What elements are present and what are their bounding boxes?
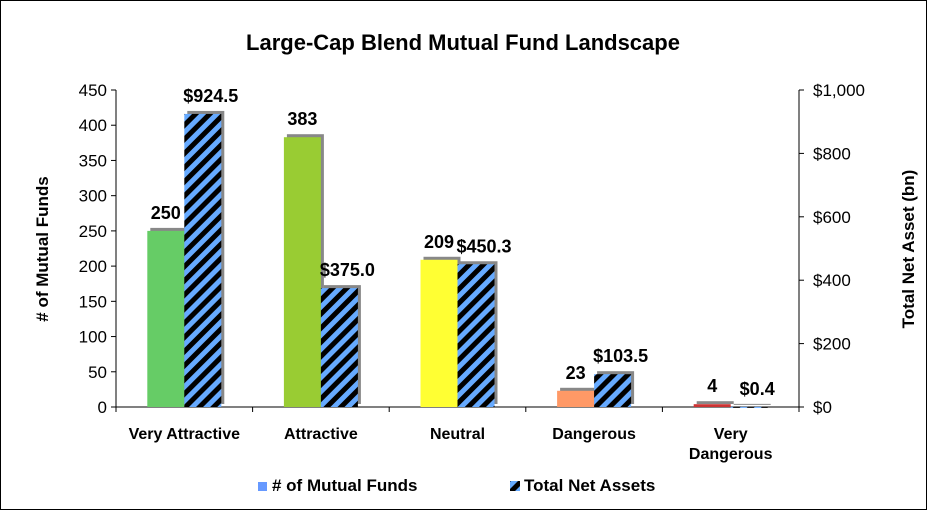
y-left-tick-label: 450 xyxy=(79,81,107,100)
y-left-tick-label: 250 xyxy=(79,222,107,241)
y-left-tick-label: 200 xyxy=(79,257,107,276)
x-category-label: Attractive xyxy=(284,426,358,443)
data-label-total-net-assets: $0.4 xyxy=(740,379,775,399)
y-left-tick-label: 100 xyxy=(79,328,107,347)
y-axis-right-title: Total Net Asset (bn) xyxy=(899,170,918,329)
y-left-tick-label: 400 xyxy=(79,116,107,135)
x-category-label: Very Attractive xyxy=(129,426,241,443)
legend-label-mutual-funds: # of Mutual Funds xyxy=(272,476,417,495)
y-right-tick-label: $1,000 xyxy=(813,81,865,100)
legend: # of Mutual Funds Total Net Assets xyxy=(258,476,655,495)
bar-total-net-assets xyxy=(730,406,768,408)
data-label-mutual-funds: 383 xyxy=(287,109,317,129)
y-left-tick-label: 350 xyxy=(79,151,107,170)
data-label-mutual-funds: 209 xyxy=(424,232,454,252)
bar-mutual-funds xyxy=(557,390,595,407)
data-label-mutual-funds: 4 xyxy=(707,376,717,396)
y-right-tick-label: $0 xyxy=(813,398,832,417)
x-category-label: Neutral xyxy=(430,426,485,443)
bar-shadow xyxy=(733,403,771,405)
bar-total-net-assets xyxy=(320,288,358,407)
bars-group xyxy=(147,110,771,408)
bar-mutual-funds xyxy=(147,230,185,407)
bar-mutual-funds xyxy=(420,259,458,407)
data-label-total-net-assets: $450.3 xyxy=(456,236,511,256)
y-left-tick-label: 0 xyxy=(98,398,107,417)
bar-total-net-assets xyxy=(457,264,495,407)
legend-label-total-net-assets: Total Net Assets xyxy=(524,476,655,495)
y-right-tick-label: $800 xyxy=(813,144,851,163)
bar-shadow xyxy=(696,401,734,404)
bar-mutual-funds xyxy=(283,137,321,407)
axes: 0 50 100 150 200 250 300 350 400 450 $0 $200 $400 $60… xyxy=(79,81,865,463)
data-labels-group: 250 $924.5 383 $375.0 209 $450.3 23 $103.5 4 $0.4 xyxy=(151,86,775,399)
y-right-tick-label: $200 xyxy=(813,335,851,354)
y-right-tick-label: $400 xyxy=(813,271,851,290)
legend-swatch-total-net-assets xyxy=(510,481,520,491)
data-label-total-net-assets: $103.5 xyxy=(593,346,648,366)
y-left-tick-label: 50 xyxy=(88,363,107,382)
x-category-label: Dangerous xyxy=(552,426,636,443)
bar-total-net-assets xyxy=(594,374,632,407)
y-axis-left-title: # of Mutual Funds xyxy=(33,176,52,321)
y-right-tick-label: $600 xyxy=(813,208,851,227)
data-label-mutual-funds: 23 xyxy=(566,363,586,383)
legend-swatch-mutual-funds xyxy=(258,482,267,491)
data-label-mutual-funds: 250 xyxy=(151,203,181,223)
y-left-tick-label: 150 xyxy=(79,292,107,311)
bar-total-net-assets xyxy=(184,113,222,407)
bar-mutual-funds xyxy=(693,404,731,407)
y-left-tick-label: 300 xyxy=(79,187,107,206)
x-category-label: Very Dangerous xyxy=(689,426,773,463)
data-label-total-net-assets: $375.0 xyxy=(320,260,375,280)
chart-title: Large-Cap Blend Mutual Fund Landscape xyxy=(246,30,680,55)
data-label-total-net-assets: $924.5 xyxy=(183,86,238,106)
